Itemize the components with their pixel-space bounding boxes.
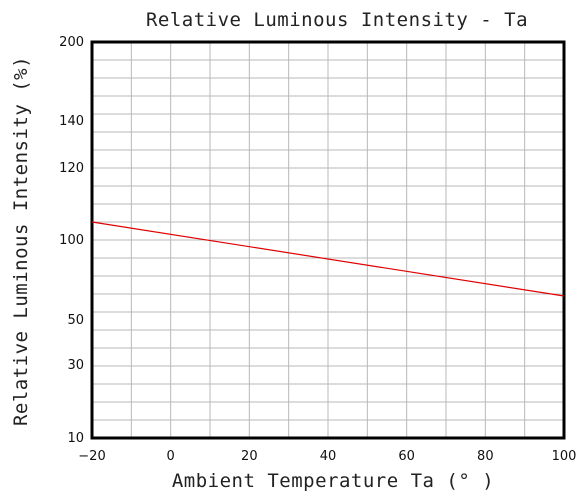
y-tick-label: 100 [59, 233, 84, 248]
x-tick-label: 60 [398, 449, 415, 464]
y-tick-label: 120 [59, 161, 84, 176]
x-tick-label: −20 [78, 449, 105, 464]
x-axis-label: Ambient Temperature Ta (° ) [172, 470, 494, 492]
series [91, 221, 565, 297]
grid [92, 42, 564, 438]
chart-title: Relative Luminous Intensity - Ta [146, 9, 528, 31]
y-tick-label: 10 [67, 431, 84, 446]
y-tick-label: 30 [67, 358, 84, 373]
y-tick-label: 200 [59, 35, 84, 50]
x-tick-label: 40 [320, 449, 337, 464]
x-tick-label: 80 [477, 449, 494, 464]
y-tick-label: 140 [59, 114, 84, 129]
y-tick-label: 50 [67, 313, 84, 328]
y-axis-label: Relative Luminous Intensity (%) [10, 56, 32, 426]
x-tick-label: 20 [241, 449, 258, 464]
y-axis-ticks: 200 140 120 100 50 30 10 [59, 35, 84, 446]
x-axis-ticks: −20 0 20 40 60 80 100 [78, 449, 576, 464]
x-tick-label: 0 [167, 449, 175, 464]
plot-frame [90, 40, 566, 440]
x-tick-label: 100 [552, 449, 577, 464]
series-line [91, 221, 565, 297]
